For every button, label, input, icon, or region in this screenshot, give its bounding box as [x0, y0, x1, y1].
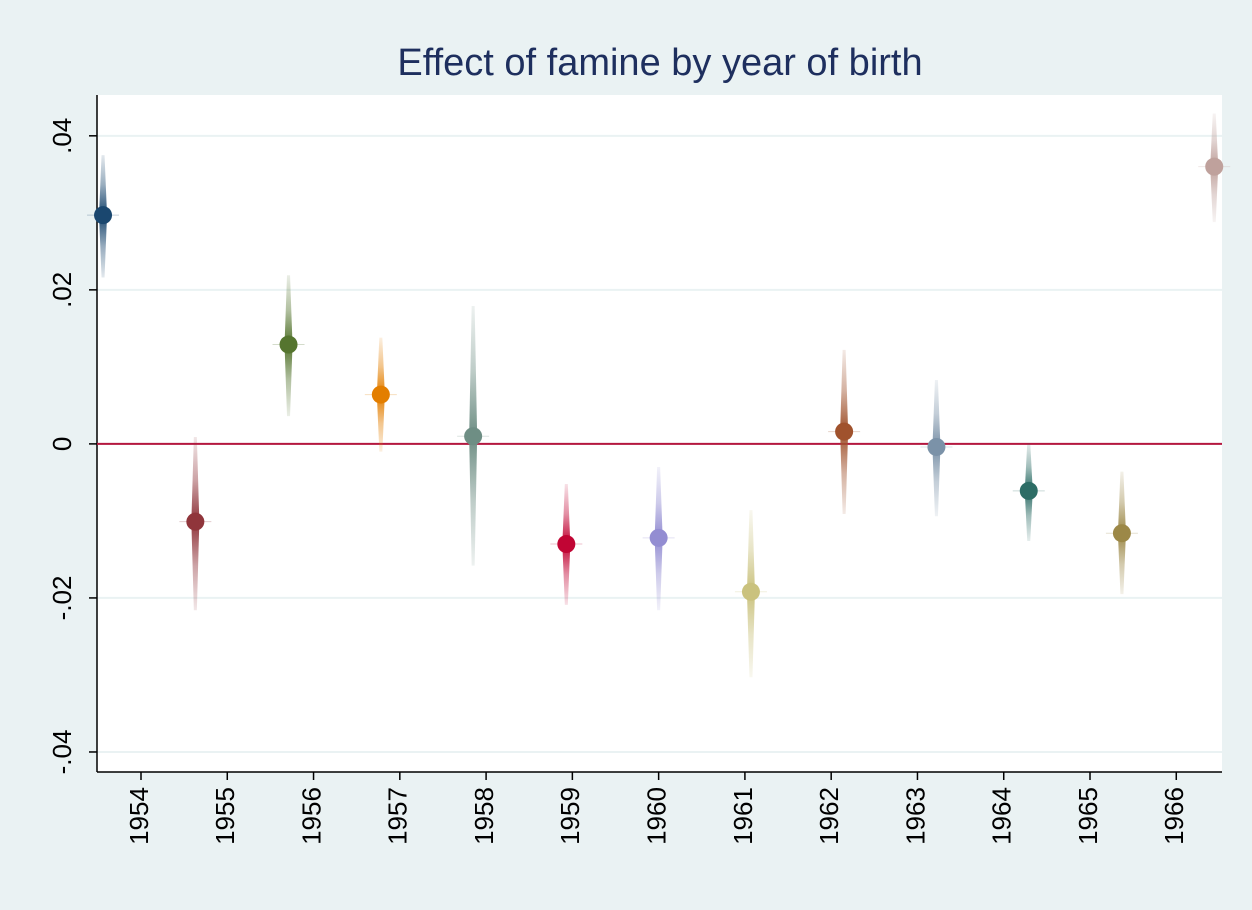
point — [741, 582, 760, 601]
point — [94, 206, 113, 225]
x-tick-label: 1958 — [469, 787, 499, 845]
point — [1112, 524, 1131, 543]
chart-title: Effect of famine by year of birth — [397, 42, 922, 84]
y-tick-label: -.04 — [47, 730, 77, 775]
x-tick-label: 1964 — [987, 787, 1017, 845]
x-tick-label: 1963 — [900, 787, 930, 845]
point — [464, 427, 483, 446]
x-tick-label: 1959 — [555, 787, 585, 845]
y-tick-label: .02 — [47, 272, 77, 308]
plot-area — [97, 95, 1222, 772]
point — [835, 422, 854, 441]
point — [371, 385, 390, 404]
y-tick-label: .04 — [47, 118, 77, 154]
x-tick-label: 1966 — [1159, 787, 1189, 845]
x-tick-label: 1961 — [728, 787, 758, 845]
y-tick-label: -.02 — [47, 576, 77, 621]
point — [557, 535, 576, 554]
y-tick-label: 0 — [47, 437, 77, 451]
x-tick-label: 1954 — [124, 787, 154, 845]
x-tick-label: 1960 — [642, 787, 672, 845]
x-tick-label: 1957 — [383, 787, 413, 845]
point — [649, 528, 668, 547]
point — [1205, 157, 1224, 176]
point — [1019, 481, 1038, 500]
x-tick-label: 1956 — [296, 787, 326, 845]
point — [927, 437, 946, 456]
point — [279, 335, 298, 354]
point — [186, 512, 205, 531]
x-tick-label: 1962 — [814, 787, 844, 845]
x-tick-label: 1955 — [210, 787, 240, 845]
x-tick-label: 1965 — [1073, 787, 1103, 845]
